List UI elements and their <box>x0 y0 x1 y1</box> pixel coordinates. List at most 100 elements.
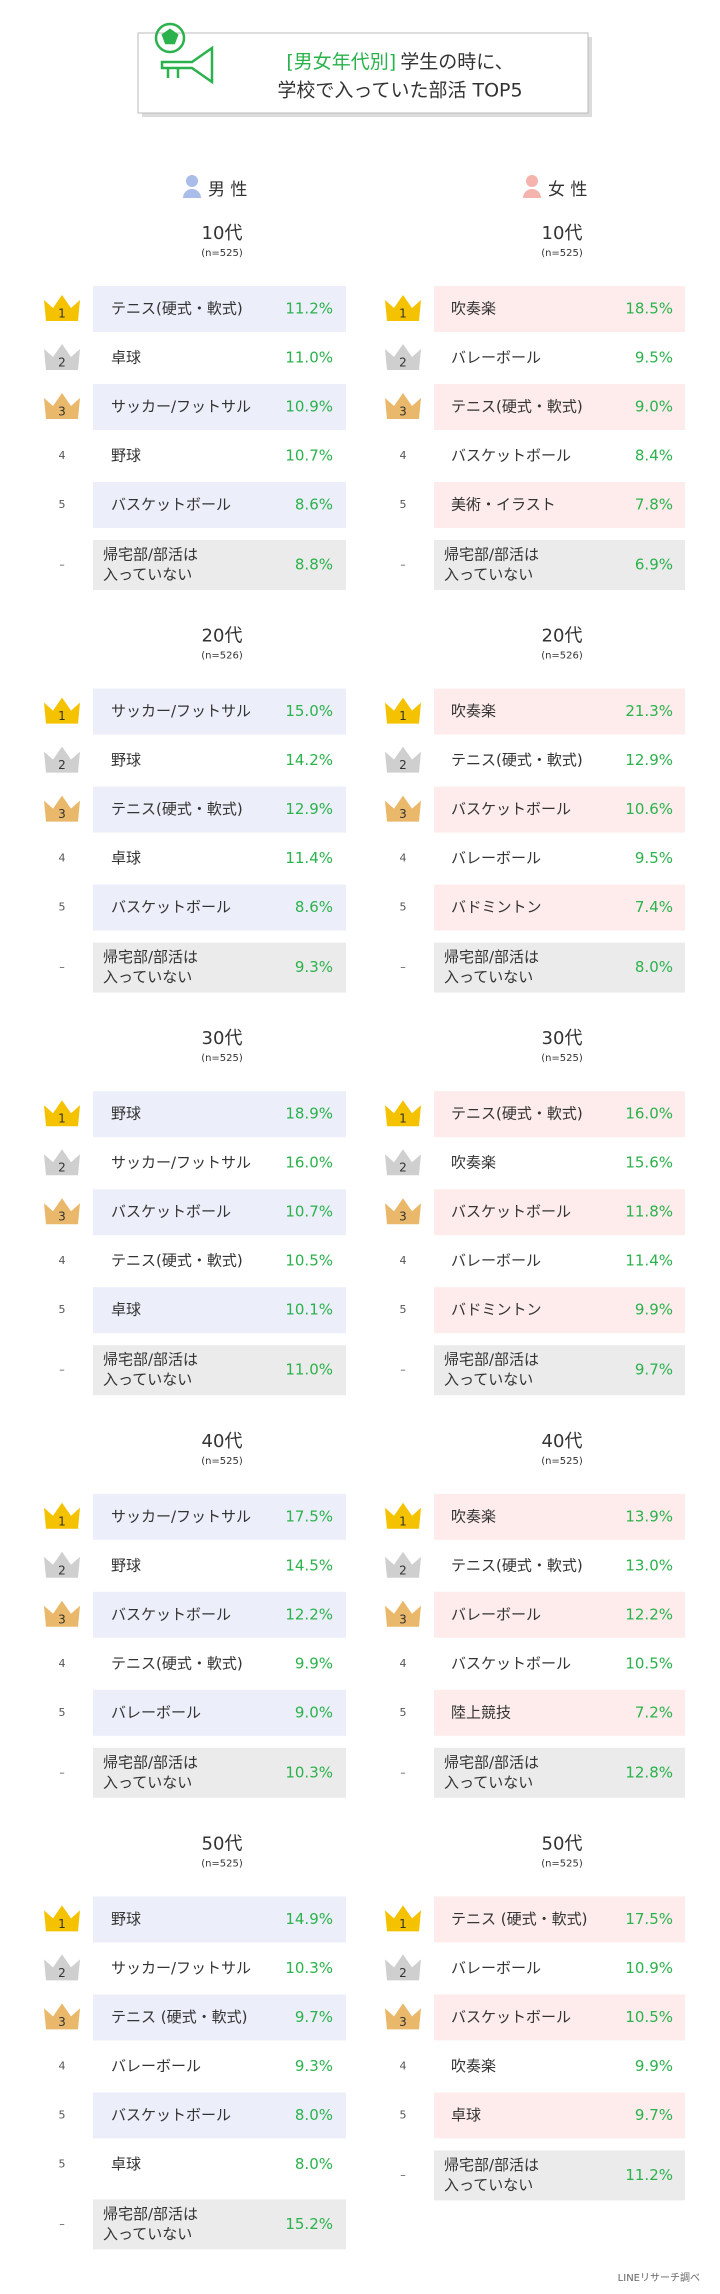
club-name: 吹奏楽 <box>451 2057 496 2075</box>
percent: 17.5% <box>625 1910 673 1928</box>
crown-icon <box>385 344 421 370</box>
percent: 11.0% <box>285 349 333 367</box>
rank-label: 5 <box>59 1706 66 1719</box>
row-background <box>93 884 346 931</box>
percent: 7.4% <box>635 898 673 916</box>
club-name: 入っていない <box>444 1371 533 1389</box>
club-name: 吹奏楽 <box>451 1507 496 1525</box>
crown-icon <box>44 1551 80 1578</box>
percent: 21.3% <box>625 702 673 720</box>
row-background <box>434 286 685 332</box>
club-name: サッカー/フットサル <box>111 702 251 720</box>
row-background <box>93 1896 346 1943</box>
rank-label: 2 <box>58 1966 66 1980</box>
age-label: 10代 <box>542 223 583 244</box>
club-name: 帰宅部/部活は <box>103 948 198 966</box>
row-background <box>93 1542 346 1589</box>
row-background <box>434 1591 685 1638</box>
club-name: 入っていない <box>103 1773 192 1791</box>
age-label: 50代 <box>202 1833 243 1854</box>
club-name: 卓球 <box>451 2106 481 2124</box>
row-background <box>434 884 685 931</box>
row-background <box>93 335 346 381</box>
percent: 8.0% <box>295 2155 333 2173</box>
percent: 9.7% <box>295 2008 333 2026</box>
percent: 10.3% <box>285 1959 333 1977</box>
sample-size: (n=526) <box>201 651 243 662</box>
sample-size: (n=525) <box>201 1053 243 1064</box>
percent: 9.3% <box>295 2057 333 2075</box>
rank-label: – <box>59 1766 65 1779</box>
club-name: 卓球 <box>111 349 141 367</box>
percent: 9.7% <box>635 2106 673 2124</box>
title-line-1: [男女年代別] 学生の時に、 <box>286 51 513 73</box>
club-name: 卓球 <box>111 849 141 867</box>
club-name: サッカー/フットサル <box>111 1154 251 1172</box>
percent: 17.5% <box>285 1507 333 1525</box>
row-background <box>93 2092 346 2139</box>
row-background <box>93 1287 346 1334</box>
row-background <box>434 482 685 528</box>
row-background <box>434 835 685 882</box>
percent: 11.4% <box>285 849 333 867</box>
crown-icon <box>44 1149 80 1176</box>
crown-icon <box>385 1502 421 1529</box>
crown-icon <box>44 1198 80 1225</box>
club-name: 帰宅部/部活は <box>103 1351 198 1369</box>
row-background <box>434 433 685 479</box>
rank-label: 2 <box>399 1161 407 1175</box>
club-name: 帰宅部/部活は <box>103 1753 198 1771</box>
rank-label: 4 <box>400 1657 407 1670</box>
row-background <box>434 1345 685 1396</box>
percent: 12.9% <box>625 751 673 769</box>
percent: 10.5% <box>625 2008 673 2026</box>
percent: 11.0% <box>285 1361 333 1379</box>
percent: 13.9% <box>625 1507 673 1525</box>
row-background <box>93 1345 346 1396</box>
percent: 6.9% <box>635 556 673 574</box>
club-name: 吹奏楽 <box>451 300 496 318</box>
club-name: バレーボール <box>111 1703 201 1721</box>
club-name: 帰宅部/部活は <box>444 546 539 564</box>
rank-label: 5 <box>400 1303 407 1316</box>
row-background <box>434 1238 685 1285</box>
crown-icon <box>44 393 80 419</box>
club-name: バレーボール <box>111 2057 201 2075</box>
club-name: 陸上競技 <box>451 1703 511 1721</box>
column-header: 女 性 <box>548 180 587 200</box>
percent: 12.2% <box>285 1605 333 1623</box>
percent: 13.0% <box>625 1556 673 1574</box>
club-name: テニス (硬式・軟式) <box>451 1910 587 1928</box>
club-name: テニス(硬式・軟式) <box>451 398 583 416</box>
club-name: 吹奏楽 <box>451 1154 496 1172</box>
row-background <box>93 2199 346 2250</box>
row-background <box>93 1945 346 1992</box>
percent: 9.5% <box>635 349 673 367</box>
row-background <box>93 737 346 784</box>
rank-label: 1 <box>399 709 407 723</box>
rank-label: – <box>400 961 406 974</box>
percent: 10.1% <box>285 1301 333 1319</box>
rank-label: 3 <box>58 405 66 419</box>
percent: 12.9% <box>285 800 333 818</box>
rank-label: 5 <box>400 1706 407 1719</box>
row-background <box>93 1091 346 1138</box>
crown-icon <box>44 746 80 773</box>
row-background <box>434 2092 685 2139</box>
crown-icon <box>385 697 421 724</box>
club-name: 帰宅部/部活は <box>103 546 198 564</box>
club-name: テニス(硬式・軟式) <box>111 300 243 318</box>
rank-label: – <box>400 2168 406 2181</box>
percent: 16.0% <box>285 1154 333 1172</box>
sample-size: (n=525) <box>541 1858 583 1869</box>
crown-icon <box>385 1551 421 1578</box>
percent: 11.4% <box>625 1252 673 1270</box>
row-background <box>434 335 685 381</box>
club-name: バスケットボール <box>111 1203 231 1221</box>
row-background <box>434 1091 685 1138</box>
club-name: 帰宅部/部活は <box>444 1753 539 1771</box>
club-name: バスケットボール <box>111 898 231 916</box>
percent: 8.8% <box>295 556 333 574</box>
percent: 10.7% <box>285 447 333 465</box>
crown-icon <box>385 295 421 321</box>
